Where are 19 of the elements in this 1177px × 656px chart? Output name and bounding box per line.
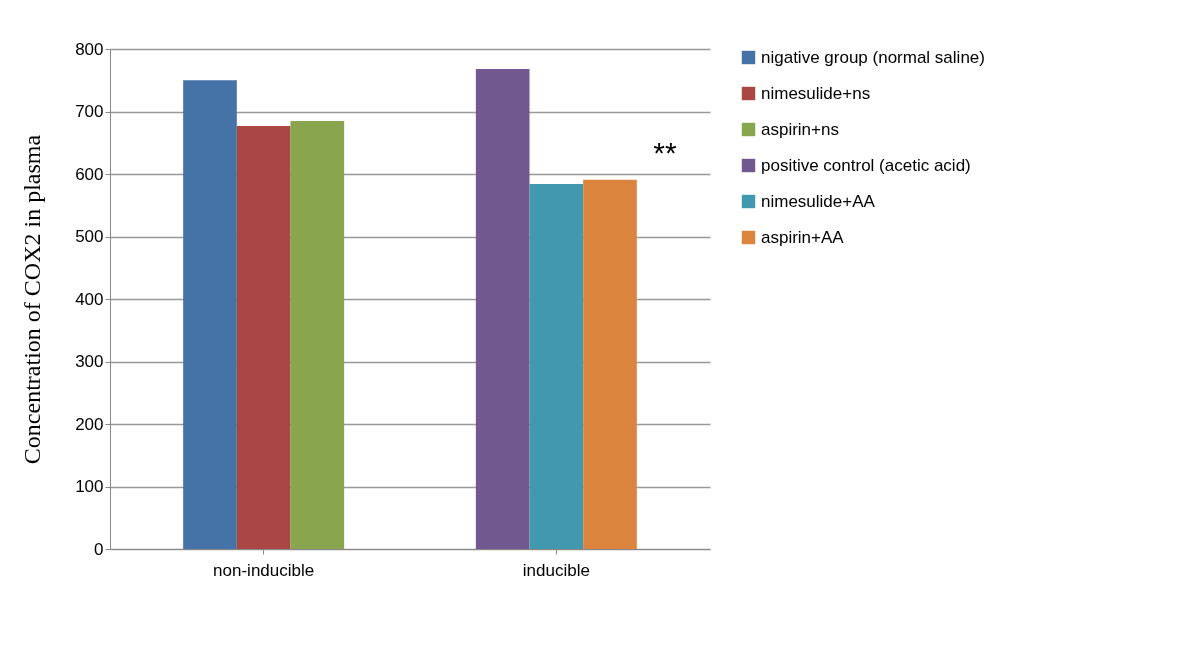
annotation: **	[653, 136, 677, 169]
y-axis-title: Concentration of COX2 in plasma	[19, 134, 46, 465]
y-tick-label: 300	[75, 352, 104, 371]
legend-label: nimesulide+AA	[761, 191, 876, 211]
y-tick-label: 500	[75, 227, 104, 246]
legend-label: aspirin+ns	[761, 119, 839, 139]
legend-label: positive control (acetic acid)	[761, 155, 971, 175]
y-tick-label: 600	[75, 164, 104, 184]
legend-label: nigative group (normal saline)	[761, 47, 985, 67]
y-tick-label: 0	[94, 539, 104, 559]
legend-label: nimesulide+ns	[761, 83, 871, 103]
y-tick-label: 700	[75, 102, 104, 121]
y-tick-label: 800	[75, 39, 104, 59]
y-tick-label: 200	[75, 414, 104, 434]
x-tick-label: inducible	[522, 560, 590, 580]
legend-label: aspirin+AA	[761, 227, 845, 247]
x-tick-label: non-inducible	[213, 560, 315, 580]
y-tick-label: 100	[75, 477, 104, 496]
y-tick-label: 400	[75, 289, 104, 309]
